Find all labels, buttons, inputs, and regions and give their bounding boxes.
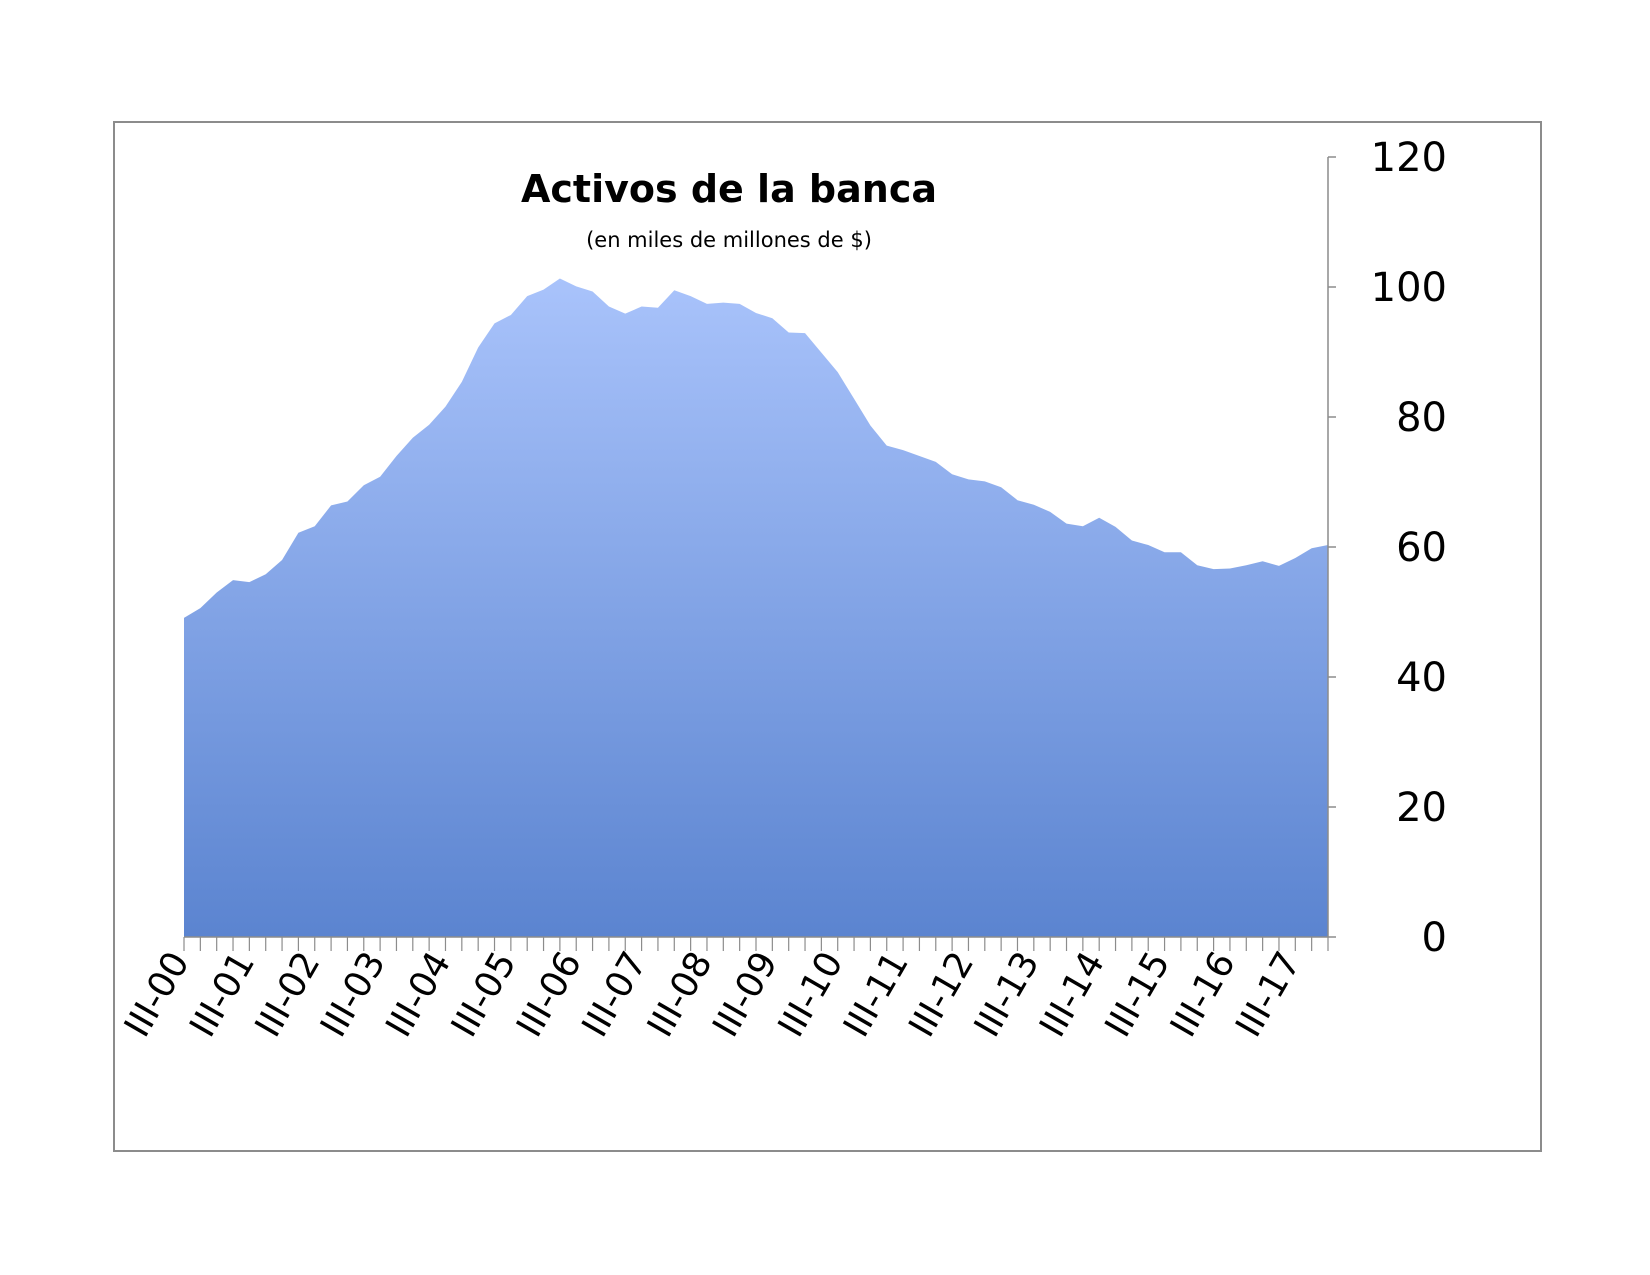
x-tick-label: III-01 — [182, 945, 263, 1044]
area-series — [184, 278, 1328, 937]
x-tick-label: III-13 — [967, 945, 1048, 1044]
x-tick-label: III-10 — [771, 945, 852, 1044]
area-chart: Activos de la banca (en miles de millone… — [117, 135, 1447, 1044]
y-tick-label: 20 — [1396, 785, 1447, 831]
y-tick-label: 120 — [1371, 135, 1447, 181]
x-tick-label: III-04 — [378, 945, 459, 1044]
y-tick-label: 40 — [1396, 655, 1447, 701]
x-tick-label: III-11 — [836, 945, 917, 1044]
x-tick-label: III-06 — [509, 945, 590, 1044]
x-tick-label: III-12 — [901, 945, 982, 1044]
x-tick-label: III-16 — [1163, 945, 1244, 1044]
x-tick-label: III-05 — [444, 945, 525, 1044]
x-tick-label: III-00 — [117, 945, 198, 1044]
x-tick-label: III-15 — [1098, 945, 1179, 1044]
x-tick-label: III-09 — [705, 945, 786, 1044]
x-tick-label: III-07 — [575, 945, 656, 1044]
chart-subtitle: (en miles de millones de $) — [586, 228, 872, 252]
y-tick-label: 80 — [1396, 395, 1447, 441]
y-tick-label: 100 — [1371, 265, 1447, 311]
x-tick-label: III-17 — [1228, 945, 1309, 1044]
chart-title: Activos de la banca — [521, 167, 937, 211]
y-tick-label: 60 — [1396, 525, 1447, 571]
x-tick-label: III-02 — [248, 945, 329, 1044]
x-tick-label: III-08 — [640, 945, 721, 1044]
chart-frame: Activos de la banca (en miles de millone… — [113, 121, 1542, 1152]
x-tick-label: III-14 — [1032, 945, 1113, 1044]
y-tick-label: 0 — [1422, 915, 1447, 961]
x-tick-label: III-03 — [313, 945, 394, 1044]
